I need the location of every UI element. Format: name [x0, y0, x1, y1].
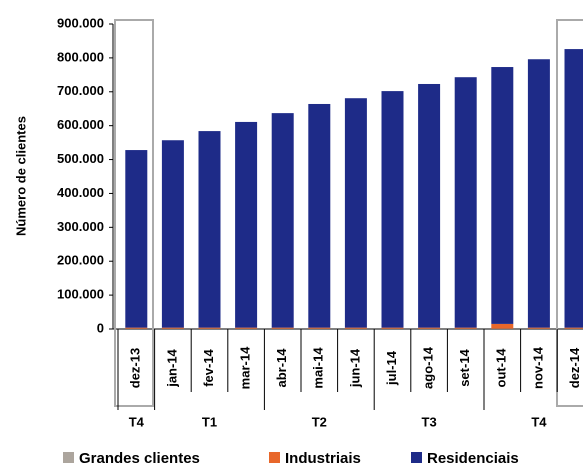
bar-segment: [344, 327, 367, 329]
quarter-label: T3: [422, 414, 437, 429]
y-tick-label: 300.000: [57, 219, 104, 234]
x-tick-label: ago-14: [421, 346, 436, 389]
legend-swatch: [63, 452, 74, 463]
bar-segment: [308, 103, 331, 328]
quarter-label: T4: [129, 414, 145, 429]
x-tick-label: dez-14: [567, 347, 582, 388]
legend-swatch: [269, 452, 280, 463]
bar-segment: [418, 83, 441, 328]
highlight-box: [556, 19, 583, 407]
y-tick-label: 100.000: [57, 287, 104, 302]
bar-segment: [235, 121, 258, 328]
legend-label: Grandes clientes: [79, 450, 200, 467]
y-tick-label: 800.000: [57, 49, 104, 64]
x-tick-label: fev-14: [201, 348, 216, 386]
bar-segment: [454, 327, 477, 329]
y-tick-label: 500.000: [57, 151, 104, 166]
bar-segment: [491, 67, 514, 324]
bar-segment: [125, 327, 148, 329]
x-tick-label: abr-14: [274, 348, 289, 388]
highlight-box: [114, 19, 154, 407]
quarter-label: T1: [202, 414, 217, 429]
x-tick-label: set-14: [457, 348, 472, 386]
legend-label: Industriais: [285, 450, 361, 467]
bar-segment: [381, 91, 404, 328]
legend-swatch: [411, 452, 422, 463]
bar-segment: [418, 327, 441, 329]
y-tick-label: 600.000: [57, 117, 104, 132]
x-tick-label: mai-14: [311, 347, 326, 389]
y-tick-label: 900.000: [57, 15, 104, 30]
bar-segment: [527, 327, 550, 329]
legend-label: Residenciais: [427, 450, 519, 467]
x-tick-label: nov-14: [530, 346, 545, 389]
y-axis-label: Número de clientes: [13, 116, 28, 236]
x-tick-label: mar-14: [238, 346, 253, 389]
bar-segment: [235, 327, 258, 329]
bar-segment: [271, 113, 294, 328]
x-tick-label: out-14: [494, 348, 509, 388]
bar-segment: [527, 59, 550, 328]
bar-segment: [308, 327, 331, 329]
bar-segment: [564, 327, 583, 329]
y-tick-label: 400.000: [57, 185, 104, 200]
x-tick-label: jun-14: [347, 348, 362, 388]
bar-segment: [125, 150, 148, 328]
bar-segment: [564, 49, 583, 328]
quarter-label: T4: [531, 414, 547, 429]
bar-segment: [454, 77, 477, 328]
bar-segment: [491, 323, 514, 329]
bar-segment: [381, 327, 404, 329]
bar-segment: [271, 327, 294, 329]
y-tick-label: 200.000: [57, 253, 104, 268]
x-tick-label: jul-14: [384, 350, 399, 386]
y-tick-label: 700.000: [57, 83, 104, 98]
bar-segment: [161, 327, 184, 329]
bar-segment: [198, 327, 221, 329]
bar-segment: [344, 98, 367, 328]
quarter-label: T2: [312, 414, 327, 429]
y-tick-label: 0: [97, 320, 104, 335]
bar-segment: [161, 140, 184, 328]
bar-segment: [198, 131, 221, 328]
x-tick-label: dez-13: [128, 348, 143, 388]
x-tick-label: jan-14: [164, 348, 179, 387]
